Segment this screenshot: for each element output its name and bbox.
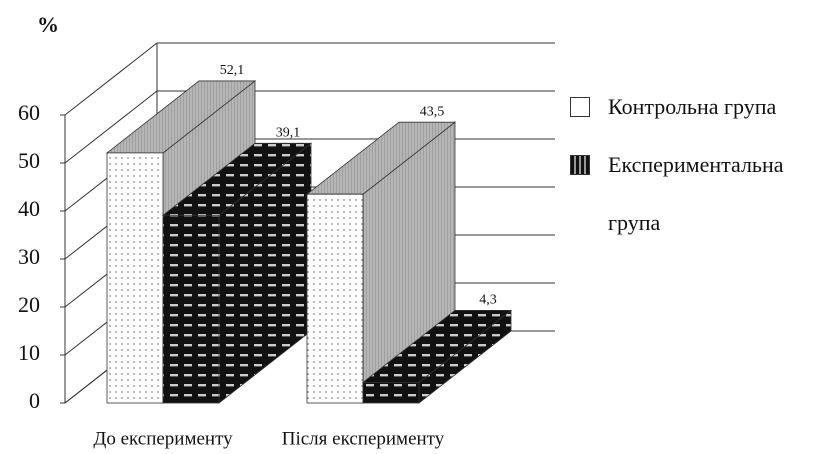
x-tick-label: Після експерименту bbox=[282, 428, 445, 449]
bar bbox=[361, 309, 513, 404]
legend-label: Контрольна група bbox=[608, 94, 777, 119]
y-tick-label: 0 bbox=[29, 388, 40, 413]
legend-entry: Контрольна група bbox=[570, 78, 808, 136]
y-axis-label: % bbox=[37, 12, 59, 37]
legend-swatch bbox=[570, 97, 590, 117]
bar-front bbox=[106, 152, 164, 404]
x-tick-label: До експерименту bbox=[93, 428, 233, 449]
legend-label: Експериментальна група bbox=[608, 152, 784, 235]
legend: Контрольна група Експериментальна група bbox=[570, 78, 830, 252]
value-label: 43,5 bbox=[420, 104, 445, 119]
grid-line bbox=[64, 42, 158, 116]
legend-entry: Експериментальна група bbox=[570, 136, 808, 252]
bar bbox=[305, 121, 457, 404]
y-tick-label: 30 bbox=[18, 244, 40, 269]
value-label: 4,3 bbox=[479, 293, 497, 308]
y-tick-label: 20 bbox=[18, 292, 40, 317]
legend-swatch bbox=[570, 155, 590, 175]
y-tick-label: 40 bbox=[18, 196, 40, 221]
grid-line bbox=[64, 90, 158, 164]
value-label: 52,1 bbox=[220, 63, 245, 78]
value-label: 39,1 bbox=[276, 126, 301, 141]
bar-front bbox=[162, 214, 220, 404]
y-tick-label: 60 bbox=[18, 100, 40, 125]
bar-front bbox=[306, 193, 364, 404]
y-tick-label: 10 bbox=[18, 340, 40, 365]
bar-front bbox=[362, 381, 420, 404]
y-tick-label: 50 bbox=[18, 148, 40, 173]
